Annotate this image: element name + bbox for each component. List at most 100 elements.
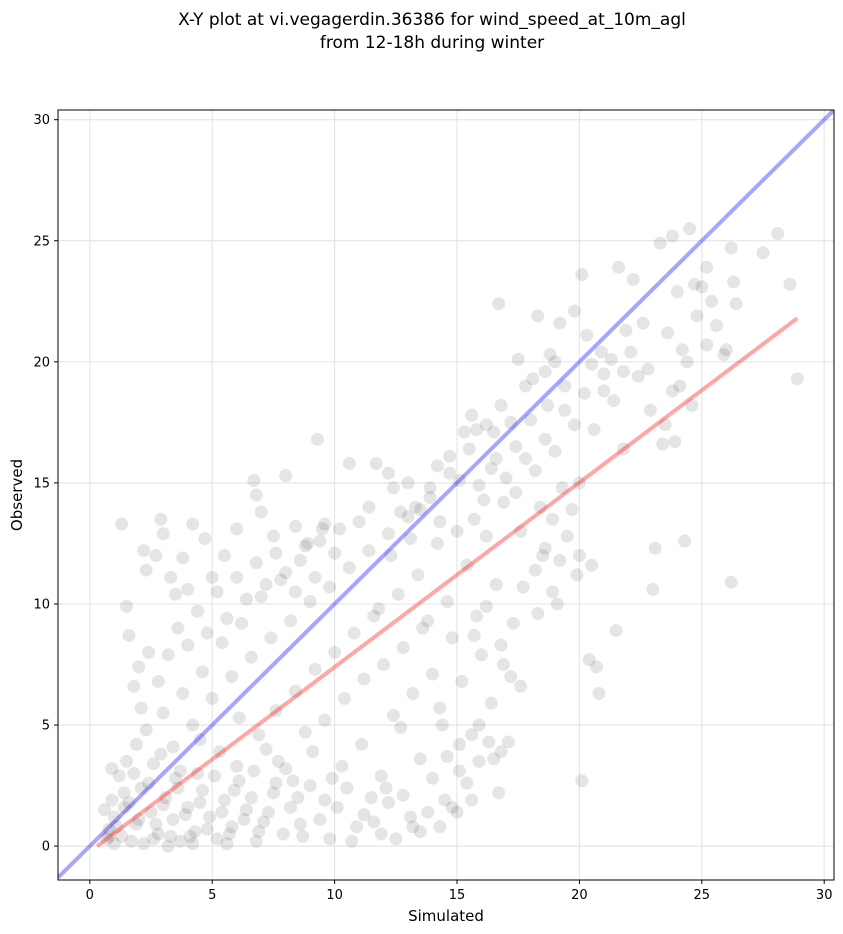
data-point (313, 534, 327, 548)
data-point (367, 815, 381, 829)
data-point (790, 372, 804, 386)
data-point (658, 418, 672, 432)
data-point (166, 740, 180, 754)
data-point (132, 812, 146, 826)
data-point (112, 769, 126, 783)
data-point (430, 459, 444, 473)
x-tick-label: 5 (208, 888, 216, 903)
data-point (244, 650, 258, 664)
data-point (247, 473, 261, 487)
data-point (460, 558, 474, 572)
data-point (134, 701, 148, 715)
data-point (259, 742, 273, 756)
data-point (413, 825, 427, 839)
data-point (482, 735, 496, 749)
data-point (120, 754, 134, 768)
data-point (771, 226, 785, 240)
data-point (337, 691, 351, 705)
data-point (668, 435, 682, 449)
data-point (560, 529, 574, 543)
grid (58, 110, 834, 880)
data-point (379, 781, 393, 795)
data-point (137, 837, 151, 851)
data-point (247, 764, 261, 778)
data-point (120, 599, 134, 613)
data-point (509, 440, 523, 454)
data-point (443, 466, 457, 480)
data-point (494, 398, 508, 412)
data-point (208, 769, 222, 783)
data-point (570, 568, 584, 582)
data-point (266, 786, 280, 800)
data-point (670, 285, 684, 299)
data-point (296, 829, 310, 843)
data-point (340, 781, 354, 795)
data-point (171, 781, 185, 795)
data-point (220, 611, 234, 625)
data-point (252, 728, 266, 742)
chart-title-line1: X-Y plot at vi.vegagerdin.36386 for wind… (178, 10, 686, 30)
data-point (504, 670, 518, 684)
data-point (555, 481, 569, 495)
x-tick-label: 10 (326, 888, 343, 903)
data-point (421, 805, 435, 819)
data-point (146, 832, 160, 846)
data-point (533, 500, 547, 514)
data-point (269, 704, 283, 718)
data-point (115, 829, 129, 843)
data-point (315, 522, 329, 536)
data-point (609, 624, 623, 638)
data-point (572, 476, 586, 490)
data-point (494, 745, 508, 759)
data-point (607, 394, 621, 408)
data-point (362, 544, 376, 558)
data-point (318, 793, 332, 807)
data-point (244, 791, 258, 805)
data-point (173, 764, 187, 778)
data-point (164, 829, 178, 843)
data-point (122, 796, 136, 810)
data-point (479, 529, 493, 543)
data-point (154, 747, 168, 761)
data-point (683, 222, 697, 236)
data-point (445, 800, 459, 814)
data-point (330, 800, 344, 814)
x-tick-label: 20 (571, 888, 588, 903)
data-point (318, 713, 332, 727)
data-point (626, 272, 640, 286)
data-point (132, 660, 146, 674)
data-point (470, 609, 484, 623)
data-point (536, 549, 550, 563)
data-point (217, 793, 231, 807)
data-point (195, 665, 209, 679)
data-point (472, 754, 486, 768)
data-point (413, 503, 427, 517)
data-point (124, 834, 138, 848)
data-point (186, 718, 200, 732)
data-point (511, 352, 525, 366)
data-point (264, 631, 278, 645)
data-point (308, 662, 322, 676)
data-point (680, 355, 694, 369)
y-tick-label: 0 (42, 840, 50, 855)
data-point (249, 488, 263, 502)
data-point (323, 832, 337, 846)
data-point (426, 667, 440, 681)
data-point (594, 345, 608, 359)
data-point (279, 469, 293, 483)
data-point (545, 585, 559, 599)
data-point (181, 638, 195, 652)
data-point (404, 532, 418, 546)
data-point (171, 621, 185, 635)
x-tick-label: 15 (449, 888, 466, 903)
data-point (452, 473, 466, 487)
data-point (313, 812, 327, 826)
data-point (161, 648, 175, 662)
data-point (585, 558, 599, 572)
plot-frame (57, 109, 835, 881)
data-point (200, 626, 214, 640)
data-point (173, 834, 187, 848)
data-point (404, 810, 418, 824)
data-point (587, 423, 601, 437)
